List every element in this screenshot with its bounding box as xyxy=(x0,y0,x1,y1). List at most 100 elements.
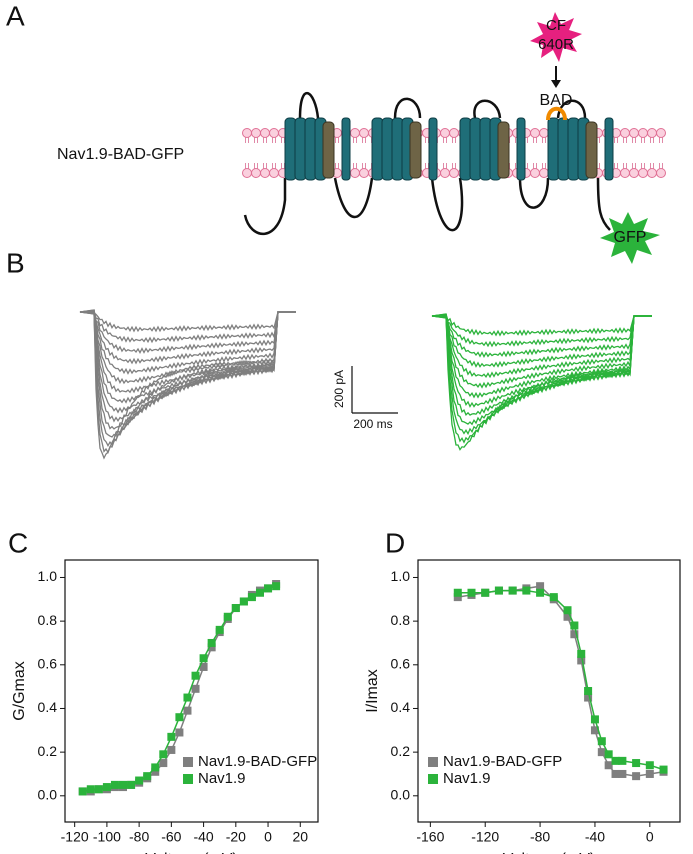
data-point xyxy=(481,588,490,597)
fit-line xyxy=(457,589,664,771)
data-point xyxy=(645,769,654,778)
lipid-head xyxy=(620,128,630,138)
data-point xyxy=(536,588,545,597)
x-axis-title: Voltage (mV) xyxy=(145,851,237,854)
data-point xyxy=(199,662,208,671)
trace xyxy=(431,315,652,368)
data-point xyxy=(191,684,200,693)
data-point xyxy=(453,588,462,597)
legend-label: Nav1.9 xyxy=(198,770,246,787)
trace xyxy=(79,311,296,375)
lipid-head xyxy=(440,168,450,178)
lipid-head xyxy=(647,128,657,138)
data-point xyxy=(597,737,606,746)
data-point xyxy=(577,649,586,658)
panel-label: D xyxy=(385,527,405,558)
trace xyxy=(431,314,652,451)
legend-marker xyxy=(428,774,438,784)
trace xyxy=(79,310,296,344)
lipid-head xyxy=(242,128,252,138)
data-point xyxy=(183,693,192,702)
lipid-head xyxy=(350,128,360,138)
helix xyxy=(479,117,492,181)
trace xyxy=(431,313,652,399)
legend-marker xyxy=(428,757,438,767)
arrow-head xyxy=(551,80,561,88)
x-tick-label: -40 xyxy=(585,829,605,845)
data-point xyxy=(167,732,176,741)
fit-line xyxy=(457,585,664,777)
helix xyxy=(557,117,570,181)
helix xyxy=(459,117,472,181)
lipid-head xyxy=(449,168,459,178)
helix xyxy=(381,117,394,181)
y-axis-title: I/Imax xyxy=(364,669,381,713)
helix xyxy=(547,117,560,181)
data-point xyxy=(453,593,462,602)
trace xyxy=(79,311,296,385)
helix xyxy=(428,117,438,181)
data-point xyxy=(563,606,572,615)
lipid-head xyxy=(647,168,657,178)
data-point xyxy=(231,604,240,613)
dye-label: 640R xyxy=(538,36,574,53)
x-tick-label: -120 xyxy=(471,829,499,845)
data-point xyxy=(151,763,160,772)
lipid-head xyxy=(629,128,639,138)
helix xyxy=(469,117,482,181)
data-point xyxy=(215,625,224,634)
scale-time: 200 ms xyxy=(353,417,392,431)
y-tick-label: 0.8 xyxy=(391,612,411,628)
trace xyxy=(79,309,296,354)
panel-label: C xyxy=(8,527,28,558)
data-point xyxy=(191,671,200,680)
y-tick-label: 1.0 xyxy=(38,568,58,584)
data-point xyxy=(223,612,232,621)
x-tick-label: 0 xyxy=(264,829,272,845)
data-point xyxy=(86,785,95,794)
data-point xyxy=(549,593,558,602)
legend-label: Nav1.9 xyxy=(443,770,491,787)
data-point xyxy=(175,713,184,722)
helix xyxy=(409,121,422,179)
x-tick-label: -100 xyxy=(93,829,121,845)
plot-frame xyxy=(417,559,681,823)
y-tick-label: 0.0 xyxy=(391,787,411,803)
trace xyxy=(431,313,652,348)
data-point xyxy=(467,588,476,597)
data-point xyxy=(264,584,273,593)
lipid-head xyxy=(440,128,450,138)
trace xyxy=(79,311,296,333)
data-point xyxy=(536,582,545,591)
x-tick-label: -40 xyxy=(193,829,213,845)
data-point xyxy=(207,643,216,652)
data-point xyxy=(590,726,599,735)
data-point xyxy=(618,756,627,765)
helix xyxy=(604,117,614,181)
tag-label: BAD xyxy=(540,92,573,109)
x-tick-label: -160 xyxy=(416,829,444,845)
lipid-head xyxy=(350,168,360,178)
data-point xyxy=(577,656,586,665)
y-axis-title: G/Gmax xyxy=(11,661,28,721)
data-point xyxy=(611,756,620,765)
lipid-head xyxy=(260,168,270,178)
data-point xyxy=(604,761,613,770)
y-tick-label: 0.6 xyxy=(391,656,411,672)
data-point xyxy=(508,586,517,595)
x-tick-label: -60 xyxy=(161,829,181,845)
data-point xyxy=(255,588,264,597)
legend-marker xyxy=(183,757,193,767)
trace xyxy=(80,311,296,454)
lipid-head xyxy=(359,128,369,138)
data-point xyxy=(102,783,111,792)
dye-label: CF xyxy=(546,17,566,34)
trace xyxy=(431,313,652,337)
y-tick-label: 0.0 xyxy=(38,787,58,803)
helix xyxy=(294,117,307,181)
x-tick-label: -20 xyxy=(226,829,246,845)
helix xyxy=(585,121,598,179)
data-point xyxy=(632,759,641,768)
bad-tag xyxy=(546,106,567,121)
lipid-head xyxy=(269,168,279,178)
